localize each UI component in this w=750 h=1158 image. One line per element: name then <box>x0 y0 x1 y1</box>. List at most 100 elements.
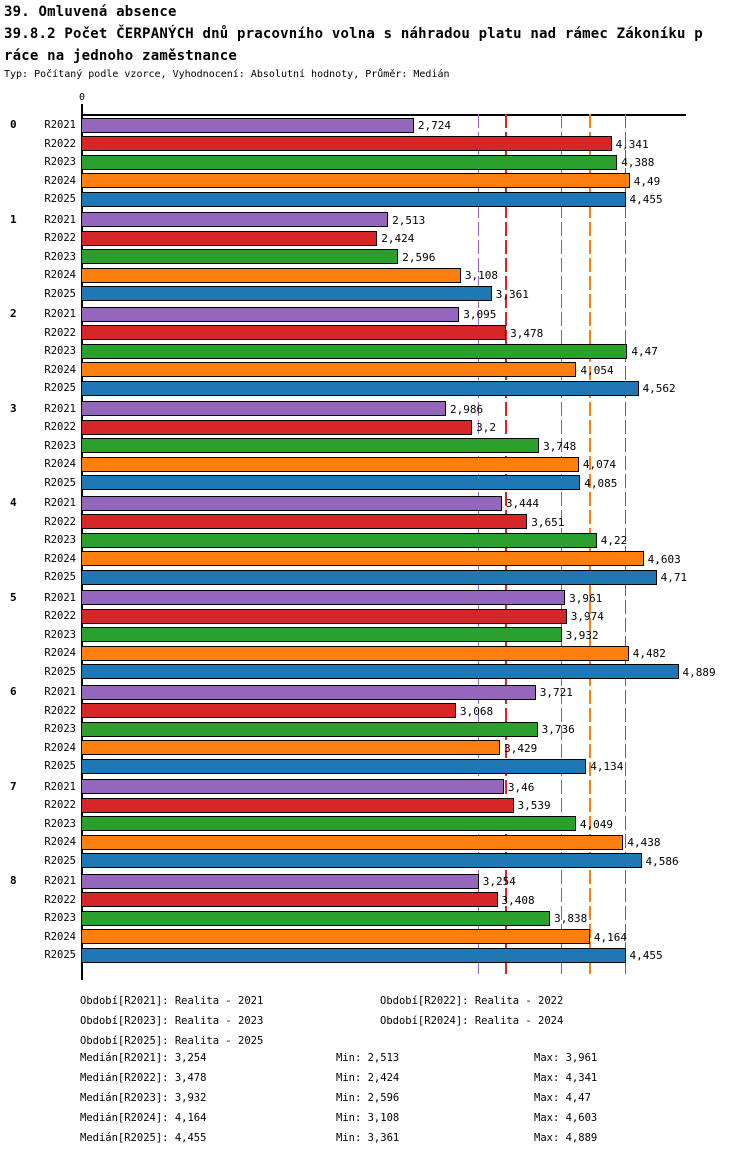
bar-7-r2025 <box>81 853 642 868</box>
bar-value-label: 3,974 <box>570 610 604 623</box>
bar-value-label: 4,586 <box>645 854 679 868</box>
bar-2-r2021 <box>81 306 460 322</box>
bar-8-r2022 <box>81 892 498 907</box>
series-label-r2021: R2021 <box>44 213 76 226</box>
bar-value-label: 4,455 <box>629 193 663 206</box>
category-label-7: 7 <box>10 779 17 793</box>
bar-row: 3,736 <box>81 720 686 739</box>
bar-row: 2,986 <box>81 400 686 419</box>
bar-value-label: 3,408 <box>501 893 535 907</box>
bar-value-label: 4,482 <box>632 647 666 660</box>
stat-min-1: Min: 2,513 <box>336 1052 400 1064</box>
stat-median-1: Medián[R2021]: 3,254 <box>80 1052 207 1064</box>
bar-0-r2022 <box>81 136 612 151</box>
bar-value-label: 4,22 <box>600 534 628 547</box>
bar-value-label: 3,721 <box>539 686 573 699</box>
bar-0-r2025 <box>81 191 626 207</box>
bar-row: 3,254 <box>81 872 686 891</box>
series-label-r2023: R2023 <box>44 912 76 924</box>
bar-row: 4,074 <box>81 455 686 474</box>
bar-group-1: 2,513 2,424 2,596 3,108 3,361 <box>81 211 686 304</box>
bar-row: 4,438 <box>81 833 686 852</box>
series-label-r2023: R2023 <box>44 439 76 452</box>
bar-value-label: 3,254 <box>482 875 516 888</box>
series-label-r2023: R2023 <box>44 250 76 263</box>
bar-value-label: 4,341 <box>615 137 649 151</box>
series-label-r2025: R2025 <box>44 476 76 489</box>
bar-row: 4,22 <box>81 531 686 550</box>
bar-6-r2024 <box>81 740 501 755</box>
category-label-0: 0 <box>10 118 17 131</box>
bar-row: 4,586 <box>81 852 686 871</box>
bar-value-label: 4,074 <box>582 458 617 471</box>
bar-7-r2024 <box>81 834 624 850</box>
bar-row: 2,513 <box>81 211 686 230</box>
bar-7-r2021 <box>81 779 504 794</box>
bar-value-label: 4,134 <box>590 760 624 773</box>
bar-8-r2025 <box>81 947 626 963</box>
category-label-5: 5 <box>10 590 17 604</box>
bar-6-r2025 <box>81 758 587 774</box>
series-label-r2025: R2025 <box>44 287 76 300</box>
bar-row: 3,095 <box>81 305 686 324</box>
bar-1-r2022 <box>81 230 378 246</box>
bar-4-r2023 <box>81 532 597 548</box>
bar-row: 3,974 <box>81 607 686 626</box>
series-label-r2023: R2023 <box>44 156 76 168</box>
series-label-r2024: R2024 <box>44 836 76 848</box>
series-label-r2021: R2021 <box>44 402 76 415</box>
bar-value-label: 4,562 <box>642 382 676 395</box>
series-label-r2024: R2024 <box>44 741 76 754</box>
bar-value-label: 2,596 <box>402 250 436 264</box>
bar-1-r2023 <box>81 249 399 264</box>
bar-row: 3,651 <box>81 513 686 532</box>
bar-value-label: 4,054 <box>580 363 614 377</box>
x-axis-origin-label: 0 <box>78 92 86 103</box>
bar-4-r2022 <box>81 514 528 529</box>
bar-3-r2024 <box>81 456 579 472</box>
bar-row: 3,838 <box>81 909 686 928</box>
bar-4-r2024 <box>81 551 644 566</box>
chart-title-line1: 39.8.2 Počet ČERPANÝCH dnů pracovního vo… <box>4 26 703 42</box>
stat-min-4: Min: 3,108 <box>336 1112 400 1124</box>
bar-value-label: 4,049 <box>579 817 613 831</box>
bar-row: 4,134 <box>81 757 686 776</box>
stat-max-4: Max: 4,603 <box>534 1112 598 1124</box>
category-label-2: 2 <box>10 307 17 320</box>
bar-row: 4,388 <box>81 153 686 172</box>
bar-4-r2021 <box>81 495 502 511</box>
bar-value-label: 3,478 <box>510 326 544 340</box>
bar-row: 2,724 <box>81 116 686 135</box>
bar-value-label: 4,455 <box>629 949 663 962</box>
series-label-r2021: R2021 <box>44 119 76 131</box>
bar-group-6: 3,721 3,068 3,736 3,429 4,134 <box>81 683 686 776</box>
bar-row: 3,748 <box>81 437 686 456</box>
bar-value-label: 2,424 <box>381 232 415 245</box>
bar-group-8: 3,254 3,408 3,838 4,164 4,455 <box>81 872 686 965</box>
series-label-r2024: R2024 <box>44 458 76 470</box>
series-label-r2024: R2024 <box>44 552 76 565</box>
series-label-r2025: R2025 <box>44 193 76 205</box>
bar-row: 3,444 <box>81 494 686 513</box>
series-label-r2025: R2025 <box>44 571 76 583</box>
bar-row: 3,932 <box>81 626 686 645</box>
bar-8-r2024 <box>81 929 590 944</box>
series-label-r2024: R2024 <box>44 647 76 659</box>
series-label-r2024: R2024 <box>44 174 76 187</box>
bar-row: 3,46 <box>81 778 686 797</box>
bar-value-label: 3,838 <box>554 912 588 925</box>
bar-value-label: 3,748 <box>543 439 577 453</box>
series-label-r2022: R2022 <box>44 232 76 244</box>
bar-value-label: 3,108 <box>464 269 498 282</box>
bar-row: 3,539 <box>81 796 686 815</box>
legend-period-3: Období[R2023]: Realita - 2023 <box>80 1015 264 1027</box>
bar-row: 4,054 <box>81 361 686 380</box>
bar-2-r2025 <box>81 380 639 396</box>
bar-value-label: 4,438 <box>627 836 661 849</box>
bar-group-0: 2,724 4,341 4,388 4,49 4,455 <box>81 116 686 209</box>
bar-row: 3,429 <box>81 739 686 758</box>
bar-group-2: 3,095 3,478 4,47 4,054 4,562 <box>81 305 686 398</box>
bar-8-r2023 <box>81 910 551 926</box>
bar-3-r2021 <box>81 401 446 416</box>
